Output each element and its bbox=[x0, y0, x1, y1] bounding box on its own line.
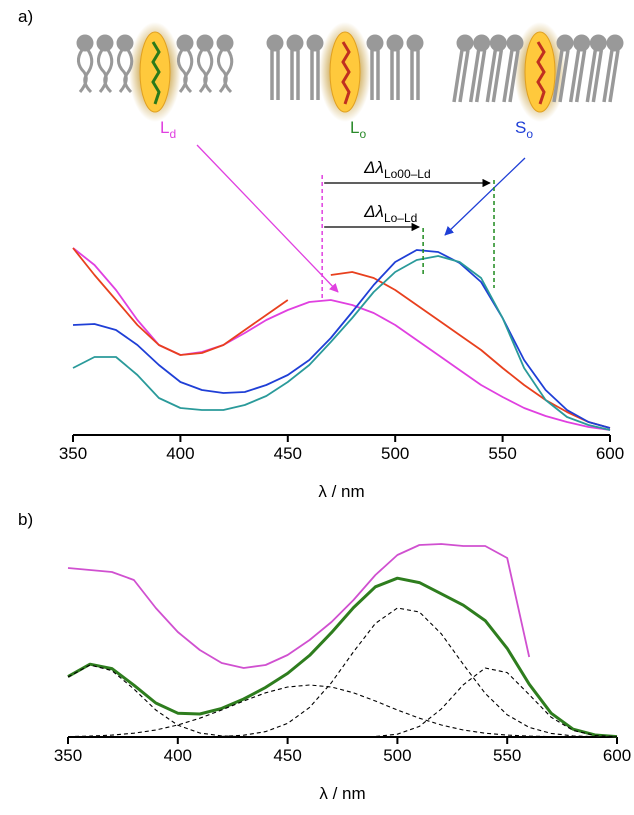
shift-label: ΔλLo00–Ld bbox=[363, 158, 431, 181]
lipid-tail bbox=[502, 49, 520, 103]
lipid-tail bbox=[602, 49, 620, 103]
shift-sub: Lo00–Ld bbox=[384, 167, 431, 181]
lipid-head bbox=[116, 34, 134, 52]
lipid-head bbox=[306, 34, 324, 52]
annotation-sub: o bbox=[526, 127, 533, 141]
annotation-sub: d bbox=[169, 127, 176, 141]
lipid-head bbox=[176, 34, 194, 52]
lipid-head bbox=[286, 34, 304, 52]
lipid-head bbox=[216, 34, 234, 52]
x-tick-label: 550 bbox=[493, 746, 521, 765]
spectrum-line bbox=[67, 543, 531, 669]
panel-label: a) bbox=[18, 7, 33, 26]
spectrum-line bbox=[67, 576, 618, 739]
lipid-head bbox=[196, 34, 214, 52]
gaussian-component bbox=[68, 667, 618, 738]
lipid-tail bbox=[452, 49, 470, 103]
lipid-tail bbox=[197, 49, 214, 94]
x-axis-title: λ / nm bbox=[318, 482, 364, 501]
spectrum-line bbox=[72, 249, 611, 429]
shift-sub: Lo–Ld bbox=[384, 211, 417, 225]
x-tick-label: 450 bbox=[274, 444, 302, 463]
panel-label: b) bbox=[18, 510, 33, 529]
lipid-tail bbox=[177, 49, 194, 94]
lipid-head bbox=[573, 34, 591, 52]
lipid-tail bbox=[585, 49, 604, 103]
lipid-tail bbox=[568, 49, 587, 103]
lipid-tail bbox=[290, 50, 300, 100]
lipid-tail bbox=[410, 50, 420, 100]
lipid-head bbox=[589, 34, 607, 52]
x-tick-label: 600 bbox=[596, 444, 624, 463]
lipid-head bbox=[606, 34, 624, 52]
lipid-head bbox=[96, 34, 114, 52]
lipid-head bbox=[556, 34, 574, 52]
x-tick-label: 500 bbox=[381, 444, 409, 463]
annotation-text: L bbox=[350, 118, 359, 137]
lipid-tail bbox=[270, 50, 280, 100]
annotation: Ld bbox=[160, 118, 176, 141]
shift-label: ΔλLo–Ld bbox=[363, 202, 417, 225]
lipid-head bbox=[506, 34, 524, 52]
lipid-head bbox=[489, 34, 507, 52]
gaussian-component bbox=[67, 664, 617, 738]
membrane-icon bbox=[452, 22, 624, 122]
membrane-icon bbox=[266, 22, 424, 122]
x-tick-label: 400 bbox=[166, 444, 194, 463]
lipid-tail bbox=[77, 49, 94, 94]
x-tick-label: 350 bbox=[59, 444, 87, 463]
annotation-text: S bbox=[515, 118, 526, 137]
probe bbox=[341, 41, 351, 105]
probe-capsule bbox=[329, 31, 361, 113]
lipid-tail bbox=[97, 49, 114, 94]
x-tick-label: 550 bbox=[488, 444, 516, 463]
lipid-tail bbox=[468, 49, 487, 103]
probe-capsule bbox=[139, 31, 171, 113]
lipid-tail bbox=[485, 49, 504, 103]
gaussian-component bbox=[68, 607, 618, 738]
x-axis-title: λ / nm bbox=[319, 784, 365, 803]
lipid-tail bbox=[390, 50, 400, 100]
lipid-tail bbox=[217, 49, 234, 94]
annotation-sub: o bbox=[359, 127, 366, 141]
x-tick-label: 600 bbox=[603, 746, 631, 765]
lipid-head bbox=[473, 34, 491, 52]
lipid-head bbox=[386, 34, 404, 52]
pointer-arrow bbox=[196, 144, 339, 293]
lipid-tail bbox=[370, 50, 380, 100]
probe bbox=[151, 41, 161, 105]
probe-capsule bbox=[524, 31, 556, 113]
x-tick-label: 500 bbox=[383, 746, 411, 765]
lipid-tail bbox=[552, 49, 570, 103]
membrane-icon bbox=[76, 22, 234, 122]
annotation-text: L bbox=[160, 118, 169, 137]
probe bbox=[536, 41, 546, 105]
x-tick-label: 400 bbox=[164, 746, 192, 765]
lipid-tail bbox=[117, 49, 134, 94]
spectrum-line bbox=[72, 255, 611, 431]
lipid-head bbox=[76, 34, 94, 52]
annotation: Lo bbox=[350, 118, 366, 141]
lipid-head bbox=[266, 34, 284, 52]
annotation: So bbox=[515, 118, 533, 141]
gaussian-component bbox=[67, 684, 618, 738]
x-tick-label: 350 bbox=[54, 746, 82, 765]
shift-text: Δλ bbox=[363, 202, 384, 221]
pointer-arrow bbox=[444, 157, 526, 236]
x-tick-label: 450 bbox=[273, 746, 301, 765]
shift-text: Δλ bbox=[363, 158, 384, 177]
lipid-head bbox=[406, 34, 424, 52]
lipid-head bbox=[366, 34, 384, 52]
lipid-head bbox=[456, 34, 474, 52]
lipid-tail bbox=[310, 50, 320, 100]
